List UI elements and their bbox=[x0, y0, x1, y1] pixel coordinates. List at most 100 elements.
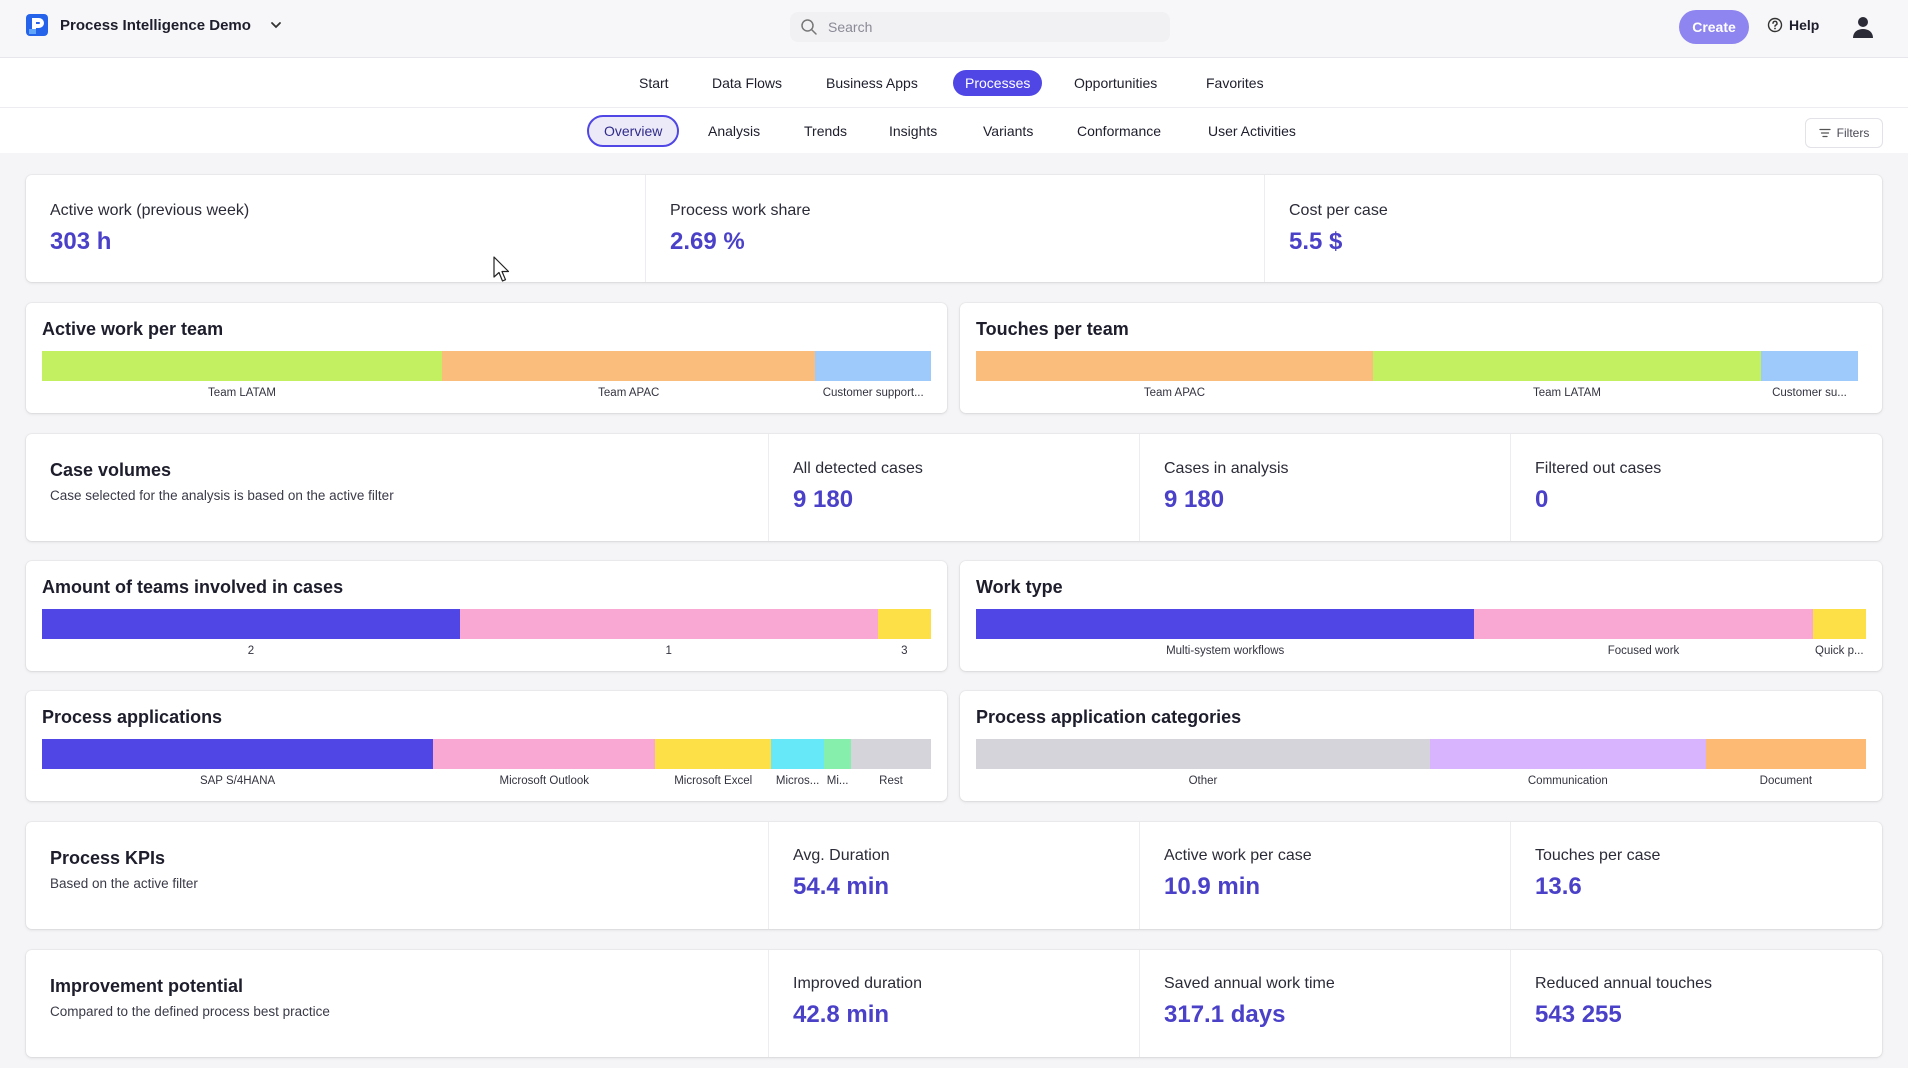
metric-filtered-out-cases: Filtered out cases 0 bbox=[1510, 434, 1882, 541]
kpi-label: Process work share bbox=[670, 202, 811, 219]
chevron-down-icon bbox=[271, 22, 281, 29]
subtab-analysis[interactable]: Analysis bbox=[708, 123, 761, 139]
bar-labels: Multi-system workflows Focused work Quick … bbox=[976, 645, 1866, 661]
metric-value: 9 180 bbox=[793, 486, 854, 513]
bar-segment[interactable] bbox=[655, 739, 771, 769]
metric-cases-in-analysis: Cases in analysis 9 180 bbox=[1139, 434, 1510, 541]
kpi-value: 303 h bbox=[50, 228, 112, 255]
process-kpis-card: Process KPIs Based on the active filter … bbox=[26, 822, 1882, 929]
bar-segment[interactable] bbox=[1474, 609, 1813, 639]
improvement-potential-card: Improvement potential Compared to the de… bbox=[26, 950, 1882, 1057]
help-icon bbox=[1767, 17, 1783, 33]
tab-favorites[interactable]: Favorites bbox=[1206, 75, 1264, 91]
kpi-label: Active work (previous week) bbox=[50, 202, 250, 219]
tab-business-apps[interactable]: Business Apps bbox=[826, 75, 918, 91]
metric-value: 9 180 bbox=[1164, 486, 1225, 513]
kpi-process-work-share: Process work share 2.69 % bbox=[645, 175, 1264, 282]
search-icon bbox=[801, 19, 817, 35]
filters-label: Filters bbox=[1836, 126, 1870, 140]
bar-labels: Other Communication Document bbox=[976, 775, 1866, 791]
bar-segment[interactable] bbox=[42, 609, 460, 639]
bar-labels: Team LATAM Team APAC Customer support... bbox=[42, 387, 931, 403]
metric-touches-per-case: Touches per case 13.6 bbox=[1510, 822, 1882, 929]
bar-segment-label: Team LATAM bbox=[1532, 387, 1601, 399]
filters-button[interactable]: Filters bbox=[1805, 118, 1883, 148]
bar-segment[interactable] bbox=[850, 739, 931, 769]
bar-segment-label: Team APAC bbox=[1143, 387, 1206, 399]
process-applications-card: Process applications SAP S/4HANA Microsof… bbox=[26, 691, 947, 801]
bar-segment[interactable] bbox=[1429, 739, 1706, 769]
mouse-pointer-icon bbox=[493, 256, 510, 282]
subtab-trends[interactable]: Trends bbox=[804, 123, 848, 139]
bar-segment[interactable] bbox=[459, 609, 878, 639]
stacked-bar bbox=[976, 739, 1866, 769]
section-title: Case volumes bbox=[50, 460, 172, 480]
metric-label: Saved annual work time bbox=[1164, 975, 1335, 992]
case-volumes-header: Case volumes Case selected for the analy… bbox=[26, 434, 768, 541]
bar-segment[interactable] bbox=[976, 351, 1373, 381]
stacked-bar bbox=[42, 609, 931, 639]
help-button[interactable]: Help bbox=[1767, 17, 1819, 33]
card-title: Amount of teams involved in cases bbox=[42, 577, 344, 597]
bar-segment[interactable] bbox=[976, 739, 1430, 769]
section-subtitle: Compared to the defined process best pra… bbox=[50, 1004, 330, 1019]
bar-segment-label: SAP S/4HANA bbox=[199, 775, 276, 787]
metric-active-work-per-case: Active work per case 10.9 min bbox=[1139, 822, 1510, 929]
subtab-insights[interactable]: Insights bbox=[889, 123, 938, 139]
sub-navigation: Overview Analysis Trends Insights Varian… bbox=[0, 108, 1908, 153]
touches-per-team-card: Touches per team Team APAC Team LATAM Cust… bbox=[960, 303, 1882, 413]
bar-segment-label: Rest bbox=[879, 775, 903, 787]
improvement-potential-header: Improvement potential Compared to the de… bbox=[26, 950, 768, 1057]
bar-segment-label: 3 bbox=[901, 645, 908, 657]
section-title: Process KPIs bbox=[50, 848, 166, 868]
bar-segment[interactable] bbox=[1705, 739, 1866, 769]
bar-segment[interactable] bbox=[976, 609, 1475, 639]
card-title: Process applications bbox=[42, 707, 223, 727]
bar-segment-label: Customer support... bbox=[822, 387, 924, 399]
workspace-switcher[interactable]: Process Intelligence Demo bbox=[26, 14, 283, 36]
subtab-conformance[interactable]: Conformance bbox=[1077, 123, 1162, 139]
bar-segment[interactable] bbox=[42, 739, 434, 769]
bar-segment[interactable] bbox=[815, 351, 931, 381]
kpi-active-work: Active work (previous week) 303 h bbox=[26, 175, 645, 282]
bar-segment-label: 1 bbox=[665, 645, 672, 657]
bar-segment[interactable] bbox=[770, 739, 825, 769]
metric-label: Reduced annual touches bbox=[1535, 975, 1713, 992]
kpi-value: 2.69 % bbox=[670, 228, 745, 255]
tab-opportunities[interactable]: Opportunities bbox=[1074, 75, 1158, 91]
tab-start[interactable]: Start bbox=[639, 75, 669, 91]
tab-data-flows[interactable]: Data Flows bbox=[712, 75, 783, 91]
subtab-user-activities[interactable]: User Activities bbox=[1208, 123, 1296, 139]
bar-segment-label: Microsoft Excel bbox=[674, 775, 753, 787]
bar-segment-label: Multi-system workflows bbox=[1166, 645, 1285, 657]
bar-segment[interactable] bbox=[824, 739, 851, 769]
subtab-variants[interactable]: Variants bbox=[983, 123, 1034, 139]
bar-segment-label: Team LATAM bbox=[208, 387, 276, 399]
bar-segment-label: Team APAC bbox=[598, 387, 660, 399]
tab-processes[interactable]: Processes bbox=[953, 70, 1043, 96]
search-box[interactable] bbox=[790, 12, 1170, 42]
teams-involved-card: Amount of teams involved in cases 2 1 3 bbox=[26, 561, 947, 671]
process-application-categories-card: Process application categories Other Comm… bbox=[960, 691, 1882, 801]
bar-segment[interactable] bbox=[1372, 351, 1761, 381]
kpi-cost-per-case: Cost per case 5.5 $ bbox=[1264, 175, 1882, 282]
stacked-bar bbox=[42, 351, 931, 381]
create-button[interactable]: Create bbox=[1679, 10, 1749, 44]
metric-label: All detected cases bbox=[793, 460, 923, 477]
stacked-bar bbox=[976, 351, 1858, 381]
subtab-overview[interactable]: Overview bbox=[587, 115, 680, 147]
bar-segment[interactable] bbox=[1812, 609, 1866, 639]
metric-saved-annual-work-time: Saved annual work time 317.1 days bbox=[1139, 950, 1510, 1057]
bar-segment[interactable] bbox=[1760, 351, 1858, 381]
bar-segment[interactable] bbox=[442, 351, 816, 381]
bar-segment-label: Communication bbox=[1527, 775, 1608, 787]
bar-segment[interactable] bbox=[42, 351, 443, 381]
card-title: Work type bbox=[976, 577, 1063, 597]
metric-label: Improved duration bbox=[793, 975, 922, 992]
search-input[interactable] bbox=[828, 19, 1148, 35]
bar-segment[interactable] bbox=[877, 609, 931, 639]
bar-segment[interactable] bbox=[433, 739, 656, 769]
user-avatar-icon[interactable] bbox=[1852, 15, 1874, 39]
metric-value: 54.4 min bbox=[793, 873, 890, 900]
active-work-per-team-card: Active work per team Team LATAM Team APAC… bbox=[26, 303, 947, 413]
